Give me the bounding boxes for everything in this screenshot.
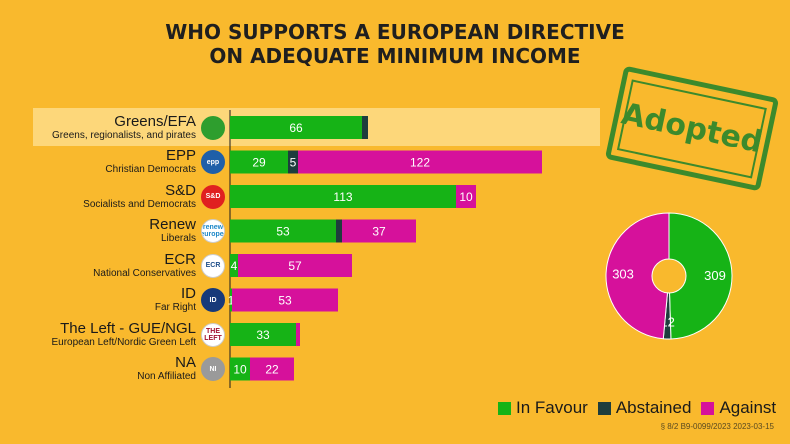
legend-item-favour: In Favour [498, 398, 588, 418]
bar-label-abstained-1: 5 [290, 156, 297, 170]
bar-label-against-2: 10 [459, 190, 473, 204]
bar-against-3 [342, 219, 416, 243]
bar-favour-0 [230, 116, 362, 139]
group-subtitle: Non Affiliated [137, 371, 196, 382]
renew-europe-logo: renew europe. [201, 219, 225, 243]
bar-label-against-4: 57 [288, 259, 302, 273]
legend-swatch-favour [498, 401, 511, 415]
group-subtitle: European Left/Nordic Green Left [51, 336, 196, 348]
group-label-2: S&D Socialists and Democrats [83, 181, 196, 211]
the-left-logo: THE LEFT [201, 322, 225, 347]
group-name: Greens/EFA [114, 112, 196, 130]
stamp-text: Adopted [617, 78, 767, 179]
group-name: Renew [149, 216, 196, 233]
group-subtitle: Socialists and Democrats [83, 198, 196, 210]
epp-logo: epp [201, 150, 225, 174]
title-line-2: ON ADEQUATE MINIMUM INCOME [209, 44, 581, 68]
bar-against-7 [250, 357, 294, 381]
legend-swatch-abstained [597, 401, 611, 415]
bar-against-1 [298, 150, 542, 174]
bar-against-2 [456, 185, 476, 208]
group-subtitle: Christian Democrats [105, 164, 196, 175]
legend-swatch-against [701, 401, 715, 415]
bar-against-5 [232, 288, 338, 312]
bar-label-against-3: 37 [372, 225, 386, 239]
bar-favour-7 [230, 357, 250, 381]
bar-label-favour-1: 29 [252, 156, 266, 170]
bar-favour-3 [230, 219, 336, 243]
bar-label-favour-0: 66 [289, 121, 303, 135]
id-logo: ID [201, 288, 225, 312]
bar-label-against-5: 53 [278, 294, 292, 308]
pie-slice-favour [668, 212, 733, 340]
bar-abstained-1 [288, 150, 298, 174]
bar-label-favour-7: 10 [233, 363, 247, 377]
bar-abstained-0 [362, 116, 368, 139]
group-label-3: Renew Liberals [149, 217, 196, 245]
footnote: § 8/2 B9-0099/2023 2023-03-15 [660, 422, 774, 431]
bar-favour-6 [230, 323, 296, 346]
legend-label-favour: In Favour [516, 398, 588, 417]
group-label-1: EPP Christian Democrats [105, 148, 196, 176]
group-name: NA [175, 354, 196, 371]
group-name: S&D [165, 181, 196, 199]
group-label-5: ID Far Right [155, 286, 196, 314]
group-label-7: NA Non Affiliated [137, 355, 196, 383]
bar-label-favour-2: 113 [333, 190, 352, 204]
group-subtitle: Far Right [154, 302, 196, 313]
group-label-6: The Left - GUE/NGL European Left/Nordic G… [51, 319, 196, 349]
bar-favour-4 [230, 254, 238, 277]
bar-label-against-1: 122 [410, 156, 430, 170]
ecr-logo: ECR [201, 253, 225, 278]
group-name: The Left - GUE/NGL [60, 319, 196, 337]
bar-favour-5 [230, 288, 232, 312]
sd-logo: S&D [201, 184, 225, 209]
bar-label-favour-3: 53 [276, 225, 290, 239]
pie-label-favour: 309 [704, 268, 726, 283]
group-subtitle: Liberals [160, 233, 196, 244]
title-line-1: WHO SUPPORTS A EUROPEAN DIRECTIVE [165, 20, 625, 44]
bar-against-4 [238, 254, 352, 277]
bar-against-6 [296, 323, 300, 346]
pie-label-against: 303 [612, 266, 634, 281]
legend: In Favour Abstained Against [498, 398, 786, 418]
group-subtitle: National Conservatives [93, 267, 196, 279]
ni-logo: NI [201, 357, 225, 381]
group-name: ECR [164, 250, 196, 268]
group-name: EPP [165, 147, 196, 164]
group-label-4: ECR National Conservatives [93, 250, 196, 280]
group-subtitle: Greens, regionalists, and pirates [52, 129, 196, 141]
greens-efa-logo [201, 115, 225, 140]
chart-title: WHO SUPPORTS A EUROPEAN DIRECTIVE ON ADE… [0, 20, 790, 68]
legend-label-abstained: Abstained [615, 398, 692, 417]
bar-label-against-7: 22 [265, 363, 279, 377]
bar-label-favour-5: 1 [228, 294, 235, 308]
legend-item-abstained: Abstained [597, 398, 692, 418]
legend-label-against: Against [719, 398, 777, 417]
legend-item-against: Against [701, 398, 776, 418]
bar-favour-2 [230, 185, 456, 208]
bar-favour-1 [230, 150, 288, 174]
pie-slice-against [605, 212, 670, 340]
group-label-0: Greens/EFA Greens, regionalists, and pira… [52, 112, 196, 142]
bar-label-favour-6: 33 [256, 328, 270, 342]
group-name: ID [181, 285, 196, 302]
bar-abstained-3 [336, 219, 342, 243]
bar-label-favour-4: 4 [231, 259, 238, 273]
